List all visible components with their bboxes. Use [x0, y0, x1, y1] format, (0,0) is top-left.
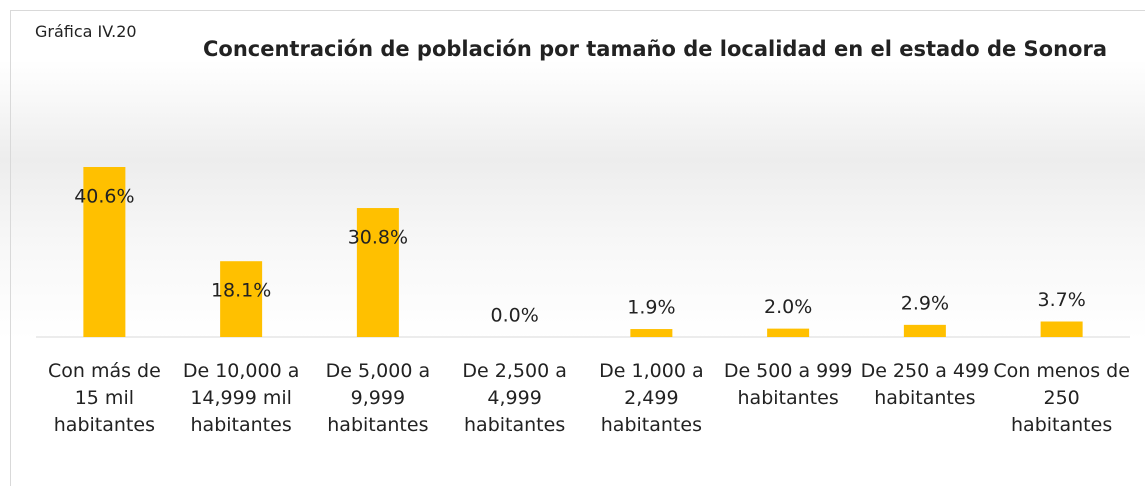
x-tick-label: De 5,000 a 9,999 habitantes — [325, 360, 431, 436]
x-tick-label: De 1,000 a 2,499 habitantes — [599, 360, 704, 436]
x-tick-label: Con menos de 250 habitantes — [993, 360, 1130, 436]
bar — [767, 328, 810, 337]
frame — [10, 10, 1145, 486]
data-label: 1.9% — [627, 297, 675, 319]
bar — [356, 208, 399, 337]
x-tick-label: De 10,000 a 14,999 mil habitantes — [182, 360, 300, 436]
bar — [1040, 321, 1083, 337]
bar — [220, 261, 263, 337]
x-tick-label: De 250 a 499 habitantes — [860, 360, 990, 409]
x-tick-label: De 500 a 999 habitantes — [723, 360, 853, 409]
data-label: 30.8% — [348, 227, 408, 249]
bar — [903, 324, 946, 337]
x-tick-label: De 2,500 a 4,999 habitantes — [462, 360, 567, 436]
data-label: 3.7% — [1037, 289, 1085, 311]
data-label: 18.1% — [211, 280, 271, 302]
figure-label: Gráfica IV.20 — [35, 22, 137, 41]
data-label: 2.0% — [764, 296, 812, 318]
data-label: 40.6% — [74, 186, 134, 208]
chart-title: Concentración de población por tamaño de… — [203, 37, 1107, 61]
data-label: 0.0% — [490, 305, 538, 327]
data-label: 2.9% — [901, 292, 949, 314]
bar — [83, 167, 126, 337]
x-tick-label: Con más de 15 mil habitantes — [47, 360, 161, 436]
bar — [630, 329, 673, 337]
